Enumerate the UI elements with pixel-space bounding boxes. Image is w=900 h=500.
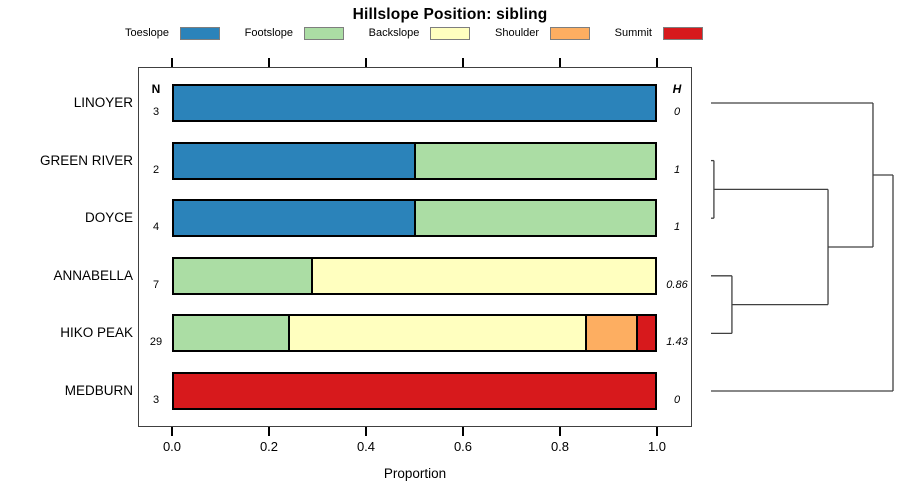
bar-segment-toeslope (174, 201, 414, 236)
legend-label: Footslope (244, 27, 293, 39)
bar-segment-summit (174, 374, 655, 408)
axis-tick (462, 58, 464, 67)
pedon-count: 3 (152, 394, 160, 406)
bar-segment-summit (636, 316, 655, 351)
stacked-bar (172, 84, 657, 122)
axis-tick (365, 58, 367, 67)
legend-item: Backslope (368, 26, 471, 40)
row-label: GREEN RIVER (39, 152, 133, 168)
shannon-entropy: 0 (673, 106, 681, 118)
pedon-count: 7 (152, 278, 160, 291)
legend-label: Shoulder (495, 27, 540, 39)
axis-tick-label: 1.0 (647, 439, 667, 454)
shannon-entropy: 0.86 (666, 278, 688, 291)
bar-segment-backslope (288, 316, 586, 351)
legend-swatch (180, 26, 221, 40)
x-axis-title: Proportion (383, 466, 447, 481)
row-label: MEDBURN (64, 383, 133, 398)
stacked-bar (172, 141, 657, 180)
legend-label: Toeslope (125, 27, 170, 39)
stacked-bar (172, 372, 657, 410)
row-label: DOYCE (84, 210, 133, 226)
pedon-count: 3 (152, 106, 160, 118)
bar-segment-footslope (413, 201, 655, 236)
axis-tick (559, 58, 561, 67)
axis-tick (656, 427, 658, 436)
legend: Toeslope Footslope Backslope Shoulder Summit (125, 25, 703, 41)
axis-tick (656, 58, 658, 67)
legend-item: Summit (614, 26, 703, 40)
bar-segment-backslope (311, 258, 655, 293)
bar-segment-footslope (174, 316, 289, 351)
legend-item: Shoulder (495, 26, 591, 40)
stacked-bar (172, 314, 657, 353)
axis-tick (171, 58, 173, 67)
stacked-bar (172, 256, 657, 295)
bar-segment-shoulder (585, 316, 637, 351)
shannon-entropy: 0 (673, 394, 681, 406)
axis-tick-label: 0.6 (453, 439, 473, 454)
legend-swatch (430, 26, 471, 40)
axis-tick (462, 427, 464, 436)
plot-panel (138, 67, 692, 427)
legend-item: Toeslope (125, 26, 221, 40)
dendrogram (711, 102, 894, 392)
axis-tick-label: 0.2 (259, 439, 279, 454)
pedon-count: 29 (149, 336, 163, 349)
axis-tick (268, 427, 270, 436)
stacked-bar (172, 199, 657, 238)
legend-swatch (303, 26, 344, 40)
axis-tick (268, 58, 270, 67)
legend-label: Backslope (368, 27, 420, 39)
legend-item: Footslope (244, 26, 344, 40)
legend-swatch (662, 26, 703, 40)
pedon-count: 2 (152, 163, 160, 176)
axis-tick-label: 0.0 (162, 439, 182, 454)
row-label: LINOYER (73, 95, 133, 110)
n-column-header: N (151, 82, 161, 96)
pedon-count: 4 (152, 221, 160, 234)
bar-segment-footslope (413, 143, 655, 178)
row-label: HIKO PEAK (60, 325, 133, 341)
axis-tick (559, 427, 561, 436)
axis-tick (171, 427, 173, 436)
row-label: ANNABELLA (53, 267, 133, 283)
legend-swatch (550, 26, 591, 40)
axis-tick-label: 0.8 (550, 439, 570, 454)
shannon-entropy: 1 (673, 221, 681, 234)
axis-tick-label: 0.4 (356, 439, 376, 454)
chart-title: Hillslope Position: sibling (352, 6, 548, 23)
shannon-entropy: 1 (673, 163, 681, 176)
bar-segment-toeslope (174, 143, 414, 178)
bar-segment-toeslope (174, 86, 655, 120)
shannon-entropy: 1.43 (666, 336, 688, 349)
h-column-header: H (672, 82, 682, 96)
legend-label: Summit (614, 27, 652, 39)
axis-tick (365, 427, 367, 436)
bar-segment-footslope (174, 258, 311, 293)
